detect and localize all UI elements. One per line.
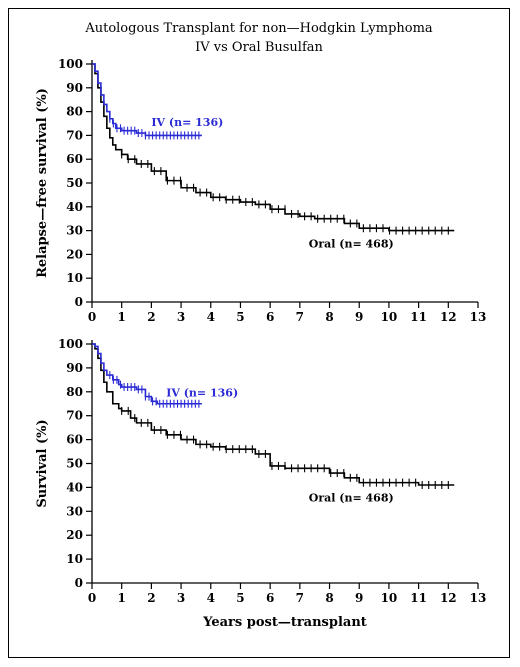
series-label-iv: IV (n= 136)	[151, 116, 223, 129]
y-tick-label: 70	[66, 409, 83, 423]
x-tick-label: 5	[236, 310, 244, 324]
x-tick-label: 1	[118, 310, 126, 324]
y-tick-label: 100	[58, 337, 83, 351]
figure-frame: Autologous Transplant for non—Hodgkin Ly…	[8, 8, 510, 658]
x-tick-label: 13	[470, 310, 487, 324]
y-tick-label: 90	[66, 361, 83, 375]
y-tick-label: 90	[66, 81, 83, 95]
title-line-2: IV vs Oral Busulfan	[195, 40, 323, 55]
x-tick-label: 13	[470, 591, 487, 605]
y-tick-label: 40	[66, 200, 83, 214]
y-tick-label: 0	[75, 576, 83, 590]
x-tick-label: 9	[355, 591, 363, 605]
series-label-oral: Oral (n= 468)	[309, 237, 394, 250]
y-tick-label: 10	[66, 271, 83, 285]
y-tick-label: 80	[66, 105, 83, 119]
x-tick-label: 11	[410, 310, 427, 324]
series-label-oral: Oral (n= 468)	[309, 492, 394, 505]
y-tick-label: 20	[66, 247, 83, 261]
x-tick-label: 4	[207, 591, 215, 605]
x-tick-label: 0	[88, 310, 96, 324]
x-tick-label: 6	[266, 591, 274, 605]
x-tick-label: 10	[381, 591, 398, 605]
x-tick-label: 1	[118, 591, 126, 605]
y-tick-label: 60	[66, 433, 83, 447]
x-tick-label: 4	[207, 310, 215, 324]
y-tick-label: 20	[66, 528, 83, 542]
x-tick-label: 9	[355, 310, 363, 324]
x-tick-label: 2	[147, 591, 155, 605]
x-tick-label: 5	[236, 591, 244, 605]
x-tick-label: 12	[440, 591, 457, 605]
x-tick-label: 7	[296, 591, 304, 605]
x-tick-label: 8	[325, 591, 333, 605]
series-iv: IV (n= 136)	[92, 343, 238, 408]
y-tick-label: 80	[66, 385, 83, 399]
y-tick-label: 100	[58, 57, 83, 71]
x-tick-label: 12	[440, 310, 457, 324]
y-tick-label: 70	[66, 128, 83, 142]
y-tick-label: 40	[66, 480, 83, 494]
series-label-iv: IV (n= 136)	[166, 387, 238, 400]
y-tick-label: 10	[66, 552, 83, 566]
x-tick-label: 7	[296, 310, 304, 324]
x-tick-label: 2	[147, 310, 155, 324]
series-iv: IV (n= 136)	[92, 63, 223, 140]
figure-title: Autologous Transplant for non—Hodgkin Ly…	[9, 19, 509, 57]
series-oral: Oral (n= 468)	[92, 63, 455, 250]
x-tick-label: 3	[177, 310, 185, 324]
x-tick-label: 6	[266, 310, 274, 324]
y-axis-label: Relapse—free survival (%)	[35, 88, 50, 278]
x-tick-label: 3	[177, 591, 185, 605]
y-tick-label: 30	[66, 224, 83, 238]
x-tick-label: 11	[410, 591, 427, 605]
survival-curve	[92, 63, 202, 137]
y-axis-label: Survival (%)	[35, 419, 50, 507]
y-tick-label: 50	[66, 457, 83, 471]
x-tick-label: 10	[381, 310, 398, 324]
survival-curve	[92, 63, 455, 232]
y-tick-label: 30	[66, 504, 83, 518]
x-axis-label: Years post—transplant	[202, 615, 367, 630]
series-oral: Oral (n= 468)	[92, 343, 455, 505]
survival-curve	[92, 343, 455, 486]
y-tick-label: 50	[66, 176, 83, 190]
y-tick-label: 0	[75, 295, 83, 309]
x-tick-label: 8	[325, 310, 333, 324]
x-tick-label: 0	[88, 591, 96, 605]
title-line-1: Autologous Transplant for non—Hodgkin Ly…	[85, 21, 433, 36]
y-tick-label: 60	[66, 152, 83, 166]
